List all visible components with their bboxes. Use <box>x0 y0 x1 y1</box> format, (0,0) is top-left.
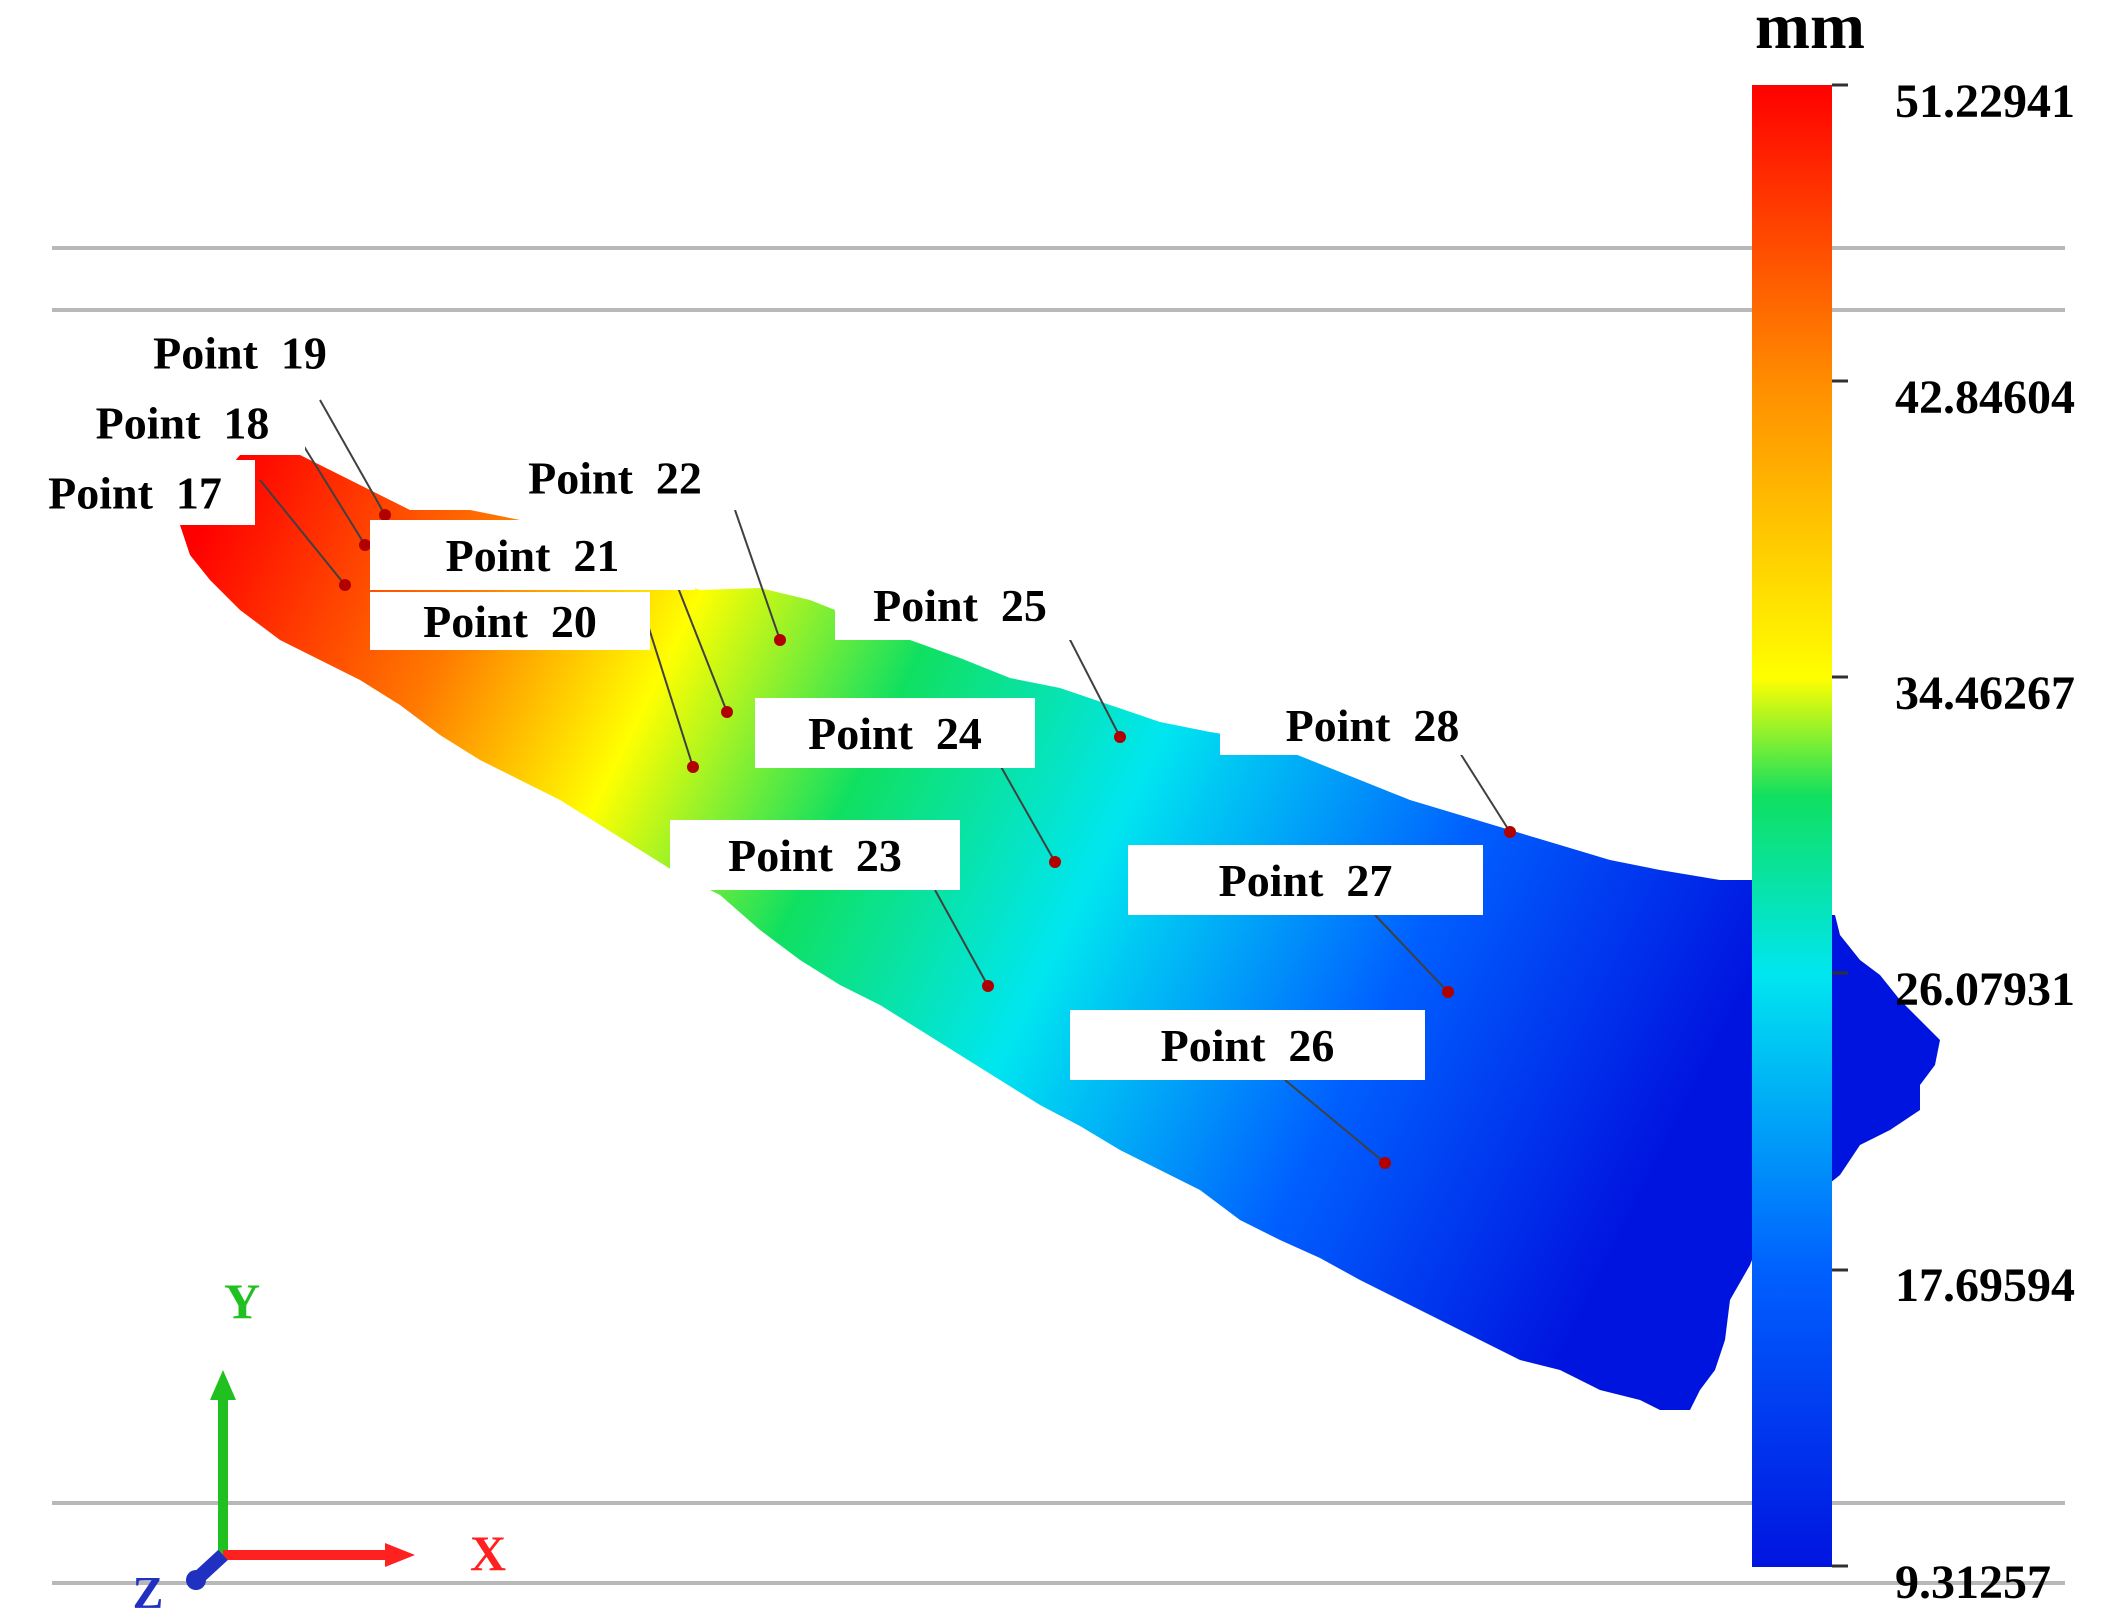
point-label-text: Point 18 <box>96 398 270 449</box>
colorbar-tick-label: 17.69594 <box>1895 1259 2075 1312</box>
probe-marker <box>1504 826 1516 838</box>
probe-marker <box>1442 986 1454 998</box>
point-label-27: Point 27 <box>1128 845 1483 915</box>
point-label-text: Point 23 <box>728 830 902 881</box>
colorbar-tick-label: 42.84604 <box>1895 371 2075 424</box>
point-label-19: Point 19 <box>110 320 370 385</box>
probe-marker <box>1379 1157 1391 1169</box>
label-box <box>1070 1010 1425 1080</box>
label-box <box>490 445 740 510</box>
probe-marker <box>1049 856 1061 868</box>
probe-marker <box>359 539 371 551</box>
point-label-18: Point 18 <box>60 390 305 455</box>
label-box <box>835 570 1085 640</box>
point-label-text: Point 26 <box>1161 1020 1335 1071</box>
axis-triad: Y X Z <box>133 1273 506 1618</box>
x-axis-label: X <box>470 1525 506 1581</box>
point-label-text: Point 22 <box>528 453 702 504</box>
point-labels: Point 17 Point 18 Point 19 Point 20 Point 21… <box>15 320 1525 1080</box>
point-label-20: Point 20 <box>370 592 650 650</box>
point-label-28: Point 28 <box>1220 695 1525 755</box>
colorbar-tick-label: 34.46267 <box>1895 667 2075 720</box>
point-label-text: Point 17 <box>48 468 222 519</box>
probe-marker <box>687 761 699 773</box>
guide-lines <box>52 246 2065 1585</box>
point-label-23: Point 23 <box>670 820 960 890</box>
point-label-text: Point 24 <box>808 708 982 759</box>
point-label-26: Point 26 <box>1070 1010 1425 1080</box>
colorbar-tick-label: 9.31257 <box>1895 1556 2051 1609</box>
probe-marker <box>982 980 994 992</box>
colorbar-tick-labels: 51.22941 42.84604 34.46267 26.07931 17.6… <box>1895 75 2075 1609</box>
probe-markers <box>339 509 1516 1169</box>
point-label-17: Point 17 <box>15 460 255 525</box>
point-label-text: Point 25 <box>873 580 1047 631</box>
label-box <box>370 592 650 650</box>
probe-marker <box>339 579 351 591</box>
probe-marker <box>721 706 733 718</box>
label-box <box>755 698 1035 768</box>
x-axis-arrowhead <box>385 1543 415 1567</box>
point-label-text: Point 20 <box>423 596 597 647</box>
probe-marker <box>1114 731 1126 743</box>
point-label-24: Point 24 <box>755 698 1035 768</box>
point-label-25: Point 25 <box>835 570 1085 640</box>
point-label-text: Point 21 <box>446 530 620 581</box>
y-axis-arrowhead <box>210 1370 236 1400</box>
colorbar-tick-label: 51.22941 <box>1895 75 2075 128</box>
z-axis-arrowhead <box>186 1570 206 1590</box>
probe-marker <box>379 509 391 521</box>
y-axis-label: Y <box>224 1273 260 1329</box>
label-box <box>670 820 960 890</box>
point-label-text: Point 28 <box>1286 700 1460 751</box>
point-label-text: Point 19 <box>153 328 327 379</box>
point-label-22: Point 22 <box>490 445 740 510</box>
displacement-field <box>180 450 1940 1410</box>
point-label-text: Point 27 <box>1219 855 1393 906</box>
label-box <box>370 520 695 590</box>
probe-marker <box>774 634 786 646</box>
label-box <box>110 320 370 385</box>
label-box <box>1220 695 1525 755</box>
colorbar <box>1752 85 1832 1567</box>
point-label-21: Point 21 <box>370 520 695 590</box>
label-box <box>1128 845 1483 915</box>
label-box <box>15 460 255 525</box>
label-box <box>60 390 305 455</box>
units-label: mm <box>1755 0 1865 63</box>
z-axis-label: Z <box>133 1567 164 1618</box>
leader-lines <box>259 399 1511 1164</box>
colorbar-tick-label: 26.07931 <box>1895 963 2075 1016</box>
colorbar-ticks <box>1832 83 1848 1568</box>
